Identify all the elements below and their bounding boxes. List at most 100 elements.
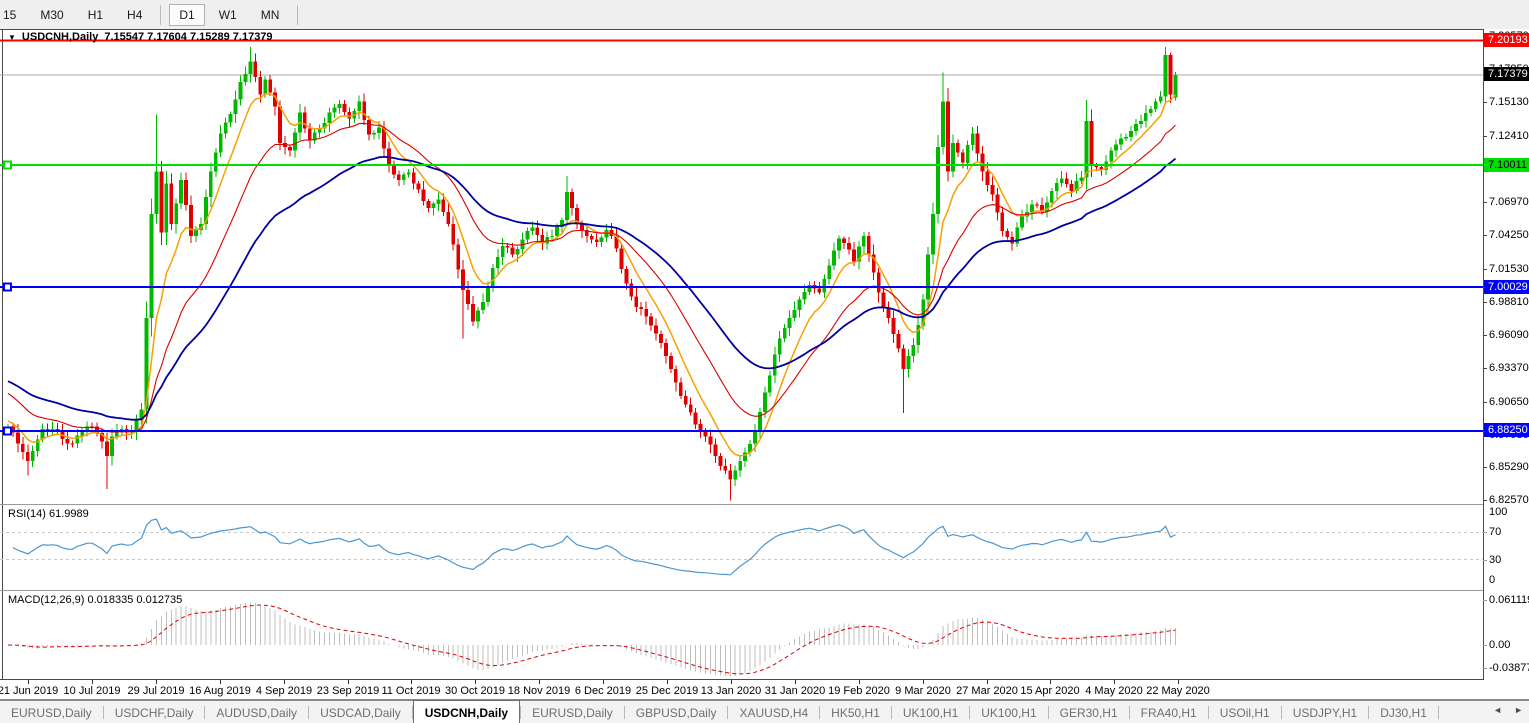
- candle-body: [1054, 182, 1059, 191]
- tab-separator: [1437, 706, 1439, 719]
- rsi-axis-label: 30: [1489, 554, 1502, 566]
- candle-body: [624, 269, 629, 284]
- chart-top-border: [0, 29, 1529, 30]
- candle-body: [396, 174, 401, 180]
- date-tick-mark: [1178, 680, 1179, 684]
- rsi-axis-label: 100: [1489, 506, 1508, 518]
- candle-body: [807, 284, 812, 292]
- date-tick-mark: [603, 680, 604, 684]
- candle-body: [911, 344, 916, 356]
- candle-body: [248, 61, 253, 74]
- chart-tab-usoil-h1[interactable]: USOil,H1: [1219, 705, 1270, 720]
- chevron-down-icon[interactable]: ▼: [8, 32, 16, 42]
- timeframe-button-m30[interactable]: M30: [40, 7, 64, 22]
- candle-body: [649, 316, 653, 326]
- timeframe-button-15[interactable]: 15: [3, 7, 17, 22]
- candle-body: [941, 101, 945, 147]
- candle-body: [960, 152, 965, 163]
- chart-tab-hk50-h1[interactable]: HK50,H1: [831, 705, 880, 720]
- candle-body: [40, 429, 45, 440]
- candle-body: [1143, 112, 1148, 122]
- date-tick-mark: [667, 680, 668, 684]
- rsi-panel-divider[interactable]: [0, 504, 1483, 505]
- candle-body: [510, 247, 515, 255]
- price-tick-mark: [1483, 102, 1487, 103]
- candle-body: [238, 82, 243, 100]
- timeframe-button-d1[interactable]: D1: [169, 3, 205, 26]
- candle-body: [1173, 75, 1178, 98]
- date-label: 9 Mar 2020: [895, 685, 951, 697]
- macd-axis-label: 0.061119: [1489, 594, 1529, 606]
- tab-separator: [969, 706, 971, 719]
- tab-separator: [727, 706, 729, 719]
- candle-body: [555, 227, 559, 236]
- candle-body: [832, 250, 836, 266]
- macd-histogram: [12, 602, 1176, 677]
- hline-handle[interactable]: [3, 426, 12, 436]
- moving-average-mid: [7, 122, 1176, 433]
- chart-tab-eurusd-daily[interactable]: EURUSD,Daily: [11, 705, 92, 720]
- chart-tab-eurusd-daily[interactable]: EURUSD,Daily: [532, 705, 613, 720]
- tab-scroll-right-icon[interactable]: ►: [1514, 705, 1523, 715]
- hline-handle[interactable]: [3, 282, 12, 292]
- candle-body: [1148, 108, 1153, 113]
- candle-body: [777, 338, 782, 355]
- candle-body: [782, 328, 787, 339]
- symbol-period-label: USDCNH,Daily: [21, 31, 99, 43]
- chart-tab-dj30-h1[interactable]: DJ30,H1: [1380, 705, 1427, 720]
- chart-tab-usdjpy-h1[interactable]: USDJPY,H1: [1292, 705, 1358, 720]
- candle-body: [837, 238, 841, 251]
- candle-body: [619, 248, 624, 270]
- candle-body: [901, 348, 906, 370]
- candle-body: [822, 279, 827, 293]
- chart-tab-uk100-h1[interactable]: UK100,H1: [902, 705, 959, 720]
- main-chart-canvas[interactable]: [0, 30, 1483, 504]
- candle-body: [105, 441, 109, 456]
- candle-body: [570, 192, 574, 208]
- macd-signal-line: [7, 604, 1176, 675]
- candle-body: [599, 237, 604, 243]
- rsi-axis-label: 0: [1489, 574, 1496, 586]
- macd-panel-divider[interactable]: [0, 590, 1483, 591]
- chart-tab-usdcad-daily[interactable]: USDCAD,Daily: [320, 705, 401, 720]
- chart-tab-usdcnh-daily[interactable]: USDCNH,Daily: [412, 700, 521, 723]
- candle-body: [228, 113, 233, 123]
- candle-body: [218, 133, 223, 153]
- timeframe-button-mn[interactable]: MN: [260, 7, 280, 22]
- candle-body: [985, 171, 990, 185]
- macd-axis-label: -0.03877: [1489, 662, 1529, 674]
- chart-tab-xauusd-h4[interactable]: XAUUSD,H4: [739, 705, 809, 720]
- chart-tab-fra40-h1[interactable]: FRA40,H1: [1140, 705, 1197, 720]
- date-label: 4 May 2020: [1085, 685, 1143, 697]
- date-tick-mark: [923, 680, 924, 684]
- candle-body: [204, 196, 208, 224]
- date-axis[interactable]: 21 Jun 2019 10 Jul 2019 29 Jul 2019 16 Aug …: [0, 680, 1529, 699]
- chart-tab-gbpusd-daily[interactable]: GBPUSD,Daily: [635, 705, 717, 720]
- chart-tab-uk100-h1[interactable]: UK100,H1: [981, 705, 1037, 720]
- candle-body: [347, 112, 352, 119]
- tab-scroll-left-icon[interactable]: ◄: [1493, 705, 1503, 715]
- candle-body: [688, 404, 693, 413]
- chart-tab-ger30-h1[interactable]: GER30,H1: [1059, 705, 1118, 720]
- timeframe-button-w1[interactable]: W1: [218, 7, 237, 22]
- chart-tab-usdchf-daily[interactable]: USDCHF,Daily: [114, 705, 194, 720]
- candle-body: [169, 183, 174, 224]
- candle-body: [946, 101, 950, 172]
- candle-body: [288, 147, 292, 151]
- candle-body: [199, 223, 203, 231]
- timeframe-button-h1[interactable]: H1: [87, 7, 104, 22]
- candle-body: [16, 432, 20, 444]
- candle-body: [30, 451, 35, 461]
- chart-tab-audusd-daily[interactable]: AUDUSD,Daily: [216, 705, 298, 720]
- timeframe-button-h4[interactable]: H4: [127, 7, 143, 22]
- candle-body: [575, 207, 579, 224]
- candle-body: [970, 133, 975, 146]
- hline-handle[interactable]: [3, 160, 12, 170]
- price-axis[interactable]: 7.205707.178507.151307.124107.096907.069…: [1483, 29, 1529, 680]
- candle-body: [995, 194, 1000, 213]
- candle-body: [401, 174, 406, 180]
- candle-body: [367, 120, 371, 135]
- candle-body: [594, 239, 599, 243]
- candlesticks: [6, 47, 1178, 501]
- date-tick-mark: [1114, 680, 1115, 684]
